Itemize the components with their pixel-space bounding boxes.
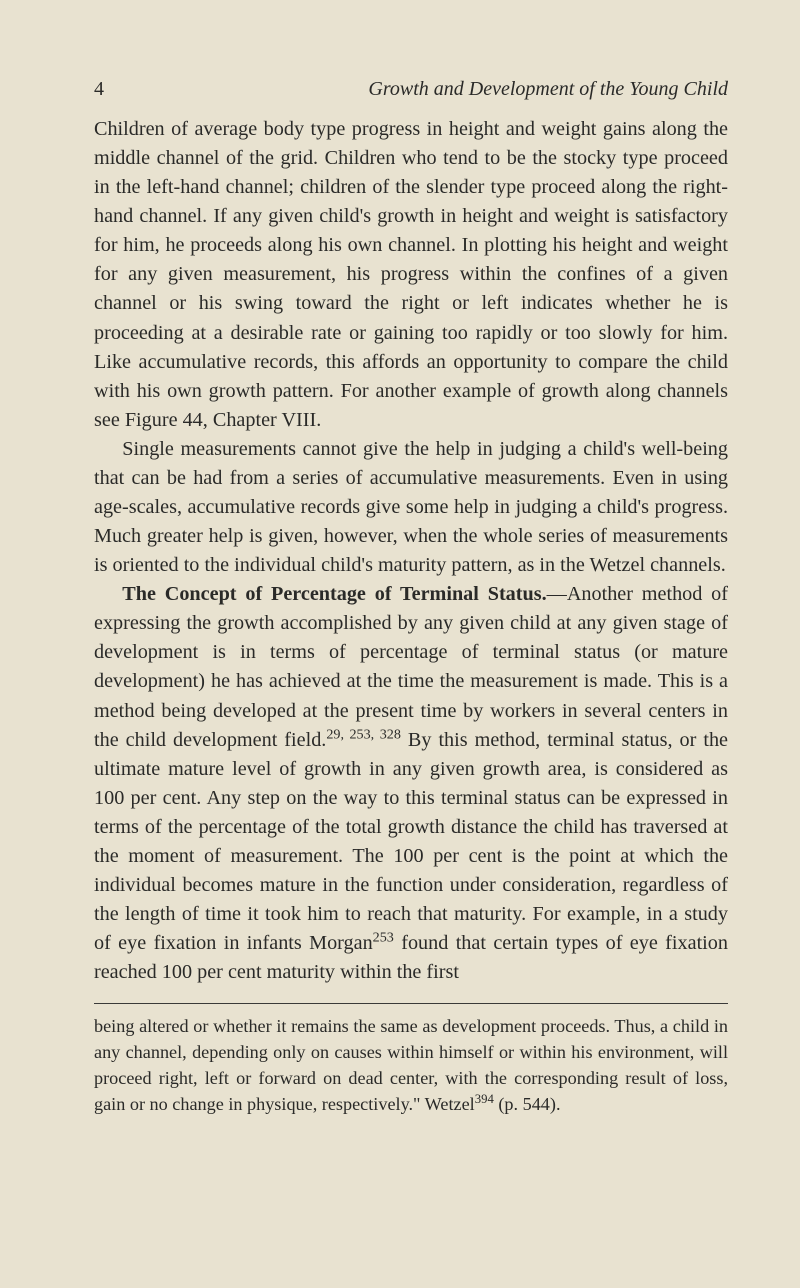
footnote-divider: [94, 1003, 728, 1004]
footnote-text-b: (p. 544).: [494, 1094, 561, 1114]
paragraph-3: The Concept of Percentage of Terminal St…: [94, 580, 728, 987]
footnote: being altered or whether it remains the …: [94, 1014, 728, 1117]
para3-text-a: —Another method of expressing the growth…: [94, 583, 728, 750]
citation-superscript-2: 253: [373, 929, 394, 945]
footnote-superscript: 394: [475, 1092, 494, 1106]
footnote-text-a: being altered or whether it remains the …: [94, 1016, 728, 1114]
body-text: Children of average body type progress i…: [94, 115, 728, 987]
citation-superscript-1: 29, 253, 328: [326, 726, 401, 742]
running-title: Growth and Development of the Young Chil…: [368, 78, 728, 101]
section-heading: The Concept of Percentage of Terminal St…: [122, 583, 546, 605]
running-header: 4 Growth and Development of the Young Ch…: [94, 78, 728, 101]
paragraph-2: Single measurements cannot give the help…: [94, 435, 728, 580]
para3-text-b: By this method, terminal status, or the …: [94, 729, 728, 955]
paragraph-1: Children of average body type progress i…: [94, 115, 728, 435]
page-number: 4: [94, 78, 104, 101]
